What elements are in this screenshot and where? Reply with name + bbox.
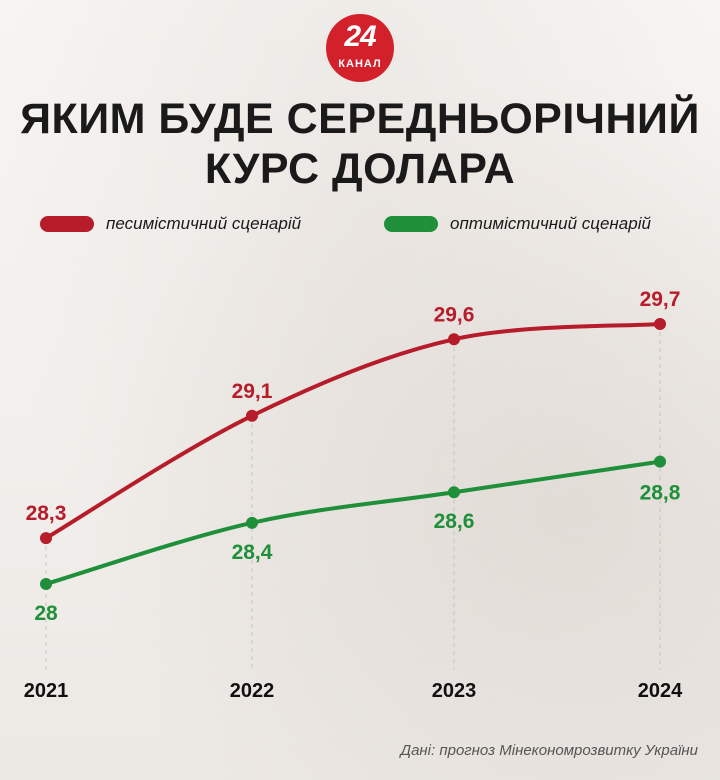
legend-swatch-pessimistic (40, 216, 94, 232)
series-line-optimistic (44, 459, 662, 586)
data-point-pessimistic-2024 (654, 318, 666, 330)
x-tick-label-2023: 2023 (432, 680, 477, 702)
x-tick-label-2024: 2024 (638, 680, 683, 702)
x-tick-label-2021: 2021 (24, 680, 69, 702)
data-point-optimistic-2022 (246, 516, 258, 529)
legend-swatch-optimistic (384, 216, 438, 232)
data-label-pessimistic-2024: 29,7 (640, 288, 681, 311)
legend-item-optimistic: оптимістичний сценарій (384, 214, 651, 234)
data-point-pessimistic-2023 (448, 333, 460, 346)
page-title: ЯКИМ БУДЕ СЕРЕДНЬОРІЧНИЙ КУРС ДОЛАРА (0, 94, 720, 194)
source-note: Дані: прогноз Мінекономрозвитку України (400, 742, 698, 759)
logo-number: 24 (344, 20, 376, 53)
data-point-pessimistic-2021 (40, 532, 52, 545)
x-tick-label-2022: 2022 (230, 680, 275, 702)
data-label-pessimistic-2023: 29,6 (434, 303, 475, 326)
data-label-optimistic-2023: 28,6 (434, 510, 475, 533)
data-label-pessimistic-2021: 28,3 (26, 502, 67, 525)
legend-label-pessimistic: песимістичний сценарій (106, 214, 302, 233)
data-point-optimistic-2021 (40, 578, 52, 590)
series-line-pessimistic (44, 322, 662, 541)
title-line-2: КУРС ДОЛАРА (204, 145, 516, 193)
data-point-optimistic-2024 (654, 455, 666, 468)
legend-item-pessimistic: песимістичний сценарій (40, 214, 301, 234)
channel-logo: 24 КАНАЛ (326, 14, 394, 82)
data-point-pessimistic-2022 (246, 409, 258, 422)
data-point-optimistic-2023 (448, 486, 460, 499)
data-label-optimistic-2022: 28,4 (232, 541, 273, 564)
data-label-optimistic-2024: 28,8 (640, 482, 681, 505)
data-label-optimistic-2021: 28 (34, 602, 58, 625)
title-line-1: ЯКИМ БУДЕ СЕРЕДНЬОРІЧНИЙ (20, 95, 700, 143)
logo-text: КАНАЛ (338, 58, 382, 70)
data-label-pessimistic-2022: 29,1 (232, 380, 273, 403)
legend-label-optimistic: оптимістичний сценарій (450, 214, 651, 233)
